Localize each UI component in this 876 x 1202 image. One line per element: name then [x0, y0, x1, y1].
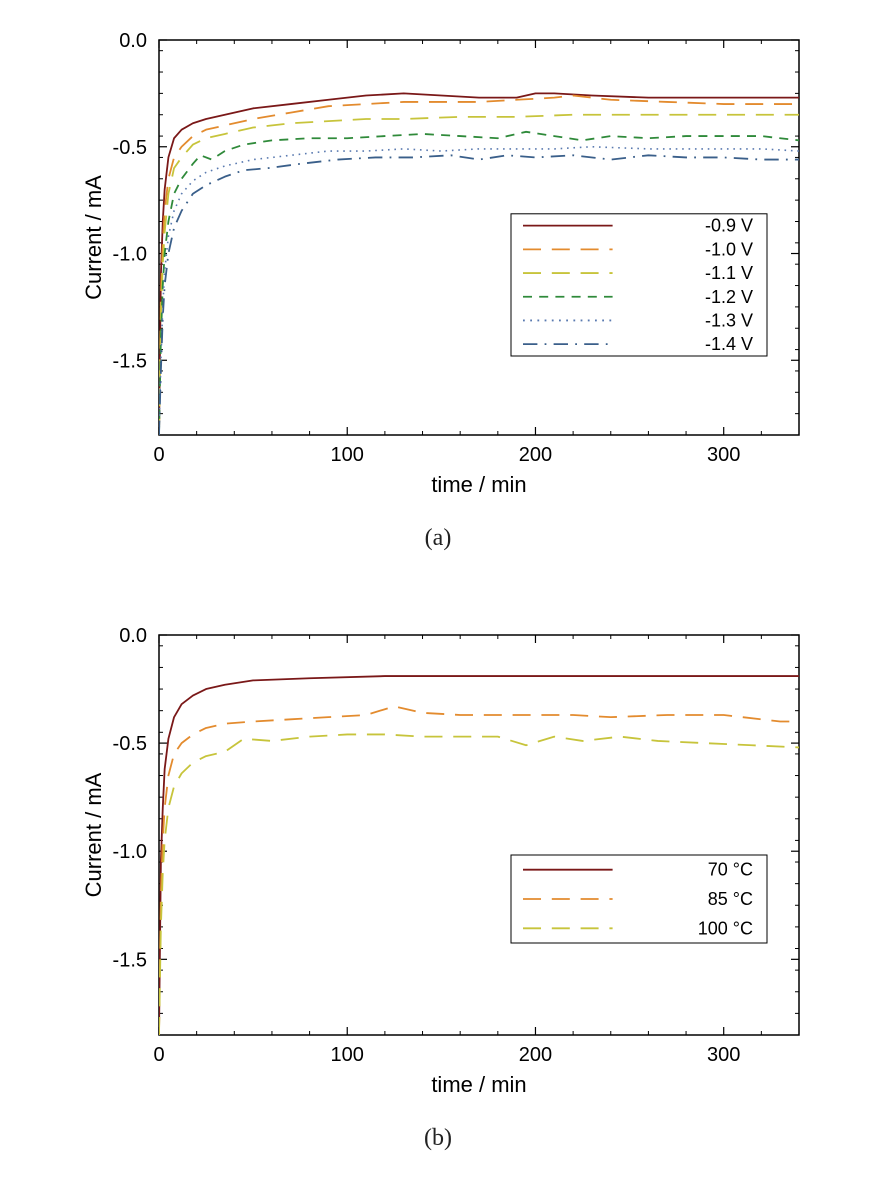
svg-text:200: 200 [519, 1044, 552, 1066]
svg-text:-0.5: -0.5 [113, 137, 147, 159]
chart-a-sublabel: (a) [0, 525, 876, 552]
svg-text:0.0: 0.0 [119, 30, 147, 52]
chart-b-container: 0.0 -0.5 -1.0 -1.5 0 100 200 300 time / min Curre… [69, 620, 814, 1110]
svg-text:0.0: 0.0 [119, 625, 147, 647]
svg-text:0: 0 [153, 444, 164, 466]
svg-text:Current / mA: Current / mA [81, 175, 106, 300]
svg-text:-1.4 V: -1.4 V [705, 334, 753, 354]
svg-text:-1.0: -1.0 [113, 841, 147, 863]
svg-text:-1.0 V: -1.0 V [705, 239, 753, 259]
svg-text:-1.5: -1.5 [113, 350, 147, 372]
svg-text:-1.5: -1.5 [113, 949, 147, 971]
chart-a-container: 0.0 -0.5 -1.0 -1.5 0 100 200 300 time / min Curre… [69, 25, 814, 510]
svg-text:300: 300 [707, 444, 740, 466]
page: 0.0 -0.5 -1.0 -1.5 0 100 200 300 time / min Curre… [0, 0, 876, 1202]
svg-text:100: 100 [331, 444, 364, 466]
svg-text:Current / mA: Current / mA [81, 772, 106, 897]
svg-text:time / min: time / min [431, 472, 526, 497]
svg-text:70 °C: 70 °C [708, 860, 753, 880]
svg-text:-1.0: -1.0 [113, 244, 147, 266]
svg-text:300: 300 [707, 1044, 740, 1066]
chart-b: 0.0 -0.5 -1.0 -1.5 0 100 200 300 time / min Curre… [69, 620, 814, 1110]
svg-text:100 °C: 100 °C [698, 918, 753, 938]
svg-text:0: 0 [153, 1044, 164, 1066]
svg-text:100: 100 [331, 1044, 364, 1066]
svg-text:200: 200 [519, 444, 552, 466]
svg-text:time / min: time / min [431, 1072, 526, 1097]
chart-b-sublabel: (b) [0, 1125, 876, 1152]
svg-text:-1.1 V: -1.1 V [705, 263, 753, 283]
chart-a: 0.0 -0.5 -1.0 -1.5 0 100 200 300 time / min Curre… [69, 25, 814, 510]
svg-text:-1.3 V: -1.3 V [705, 310, 753, 330]
svg-text:-0.9 V: -0.9 V [705, 216, 753, 236]
svg-text:-0.5: -0.5 [113, 733, 147, 755]
svg-text:85 °C: 85 °C [708, 889, 753, 909]
svg-text:-1.2 V: -1.2 V [705, 287, 753, 307]
